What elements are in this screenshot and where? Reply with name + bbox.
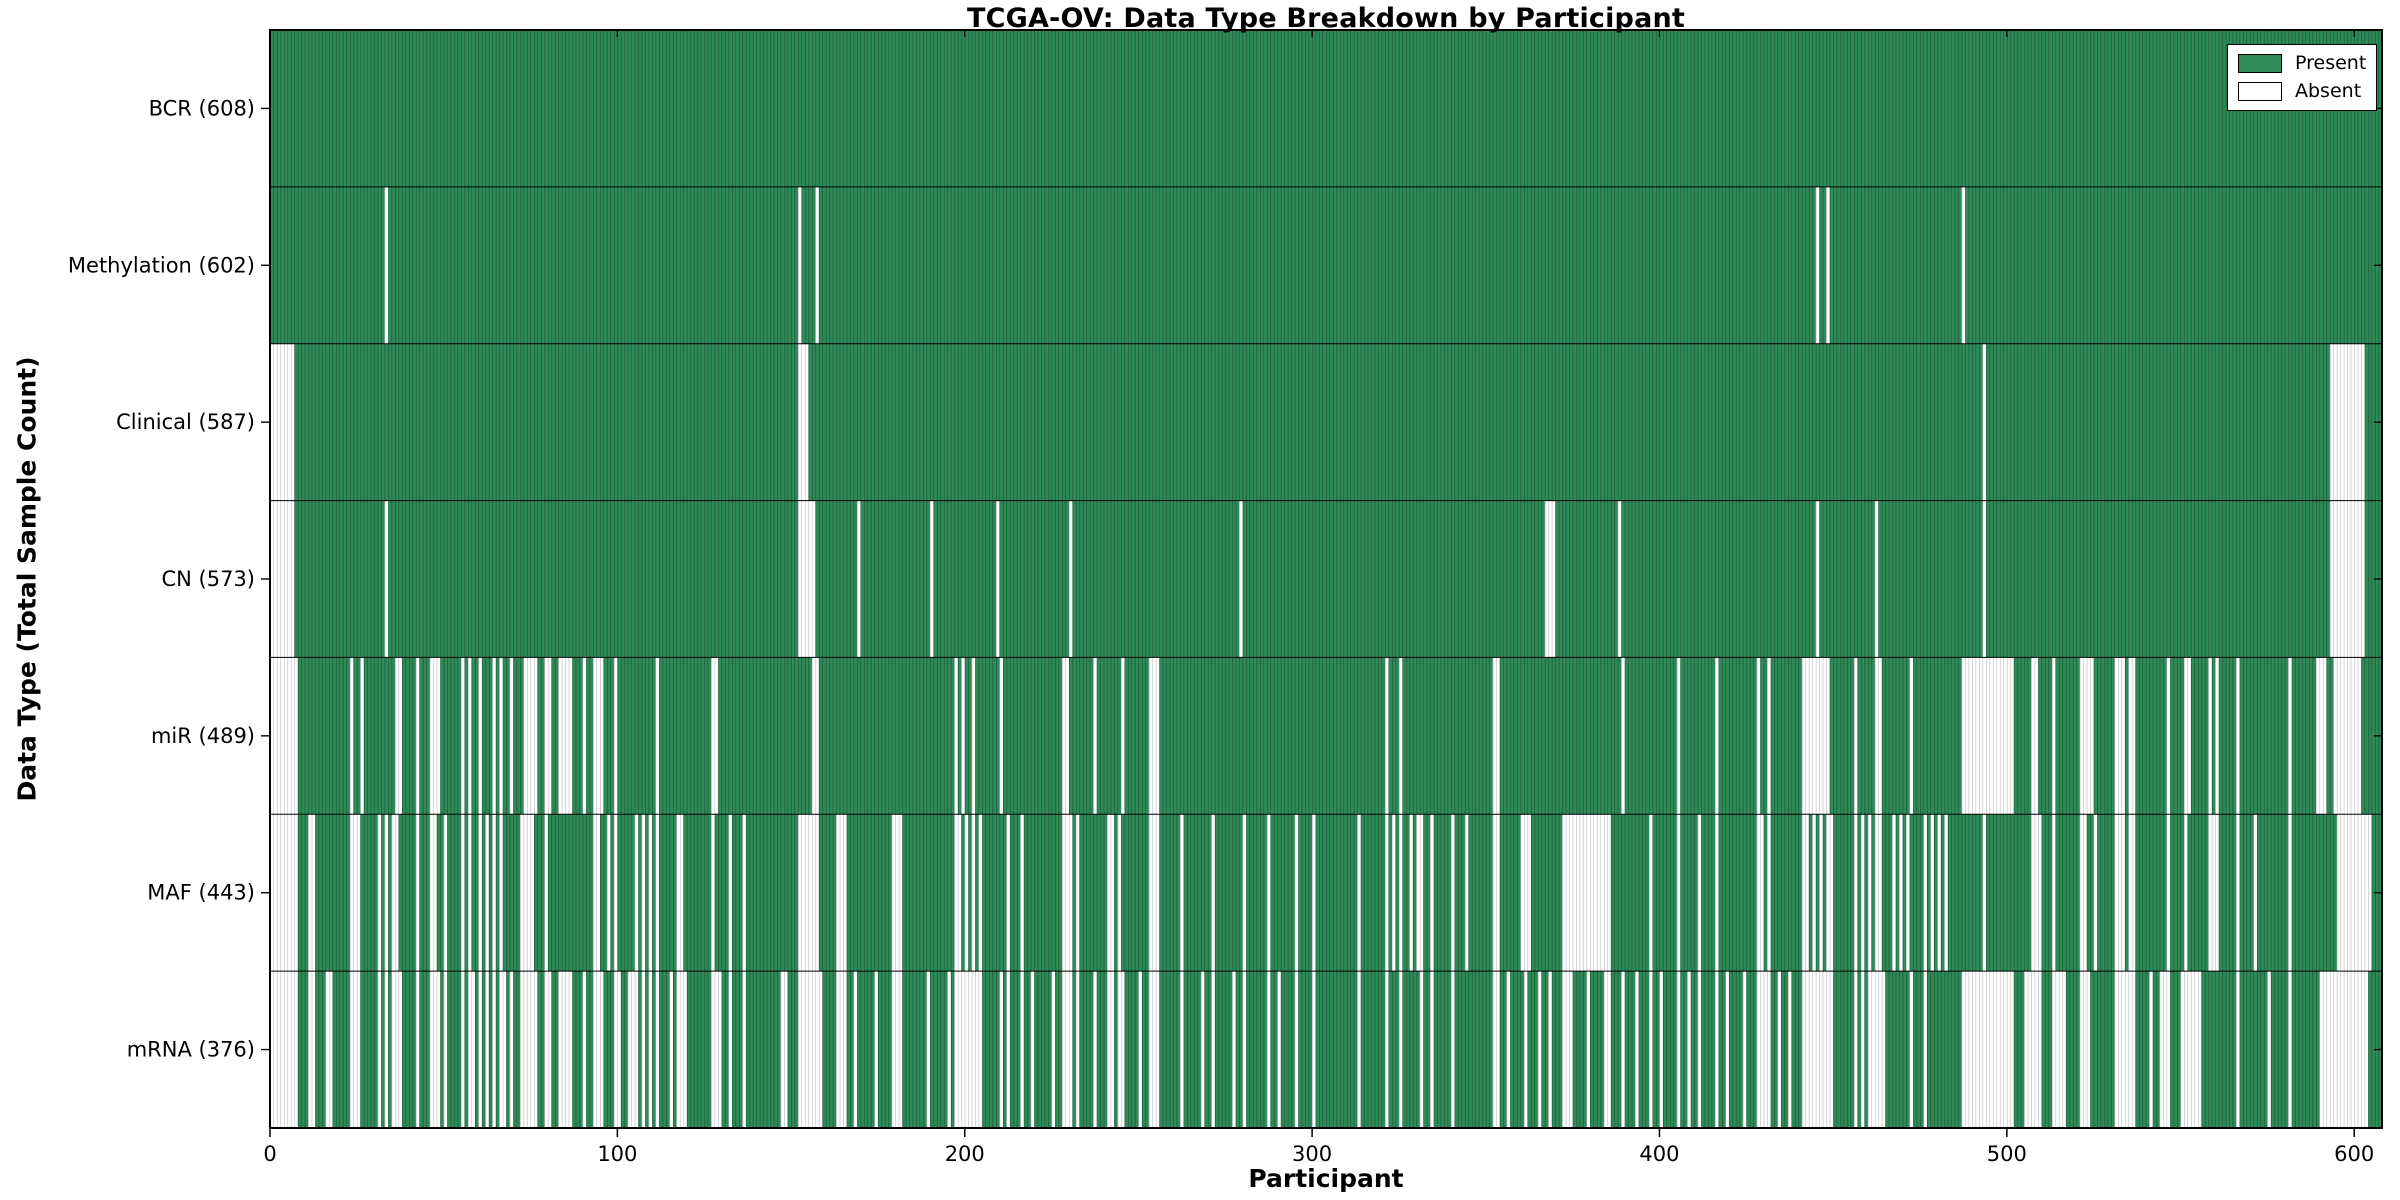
legend-entry-absent: Absent [2238,82,2366,101]
y-tick-label: CN (573) [161,567,255,591]
x-tick-label: 300 [1292,1142,1332,1166]
legend-entry-present: Present [2238,54,2366,73]
legend-present-swatch [2238,54,2282,73]
row-band-mRNA [270,971,2382,1128]
x-tick-label: 400 [1639,1142,1679,1166]
y-tick-label: Clinical (587) [116,410,255,434]
y-tick-label: BCR (608) [149,96,255,120]
x-tick-label: 200 [945,1142,985,1166]
row-band-Clinical [270,343,2382,501]
y-tick-label: MAF (443) [147,881,255,905]
x-tick-label: 100 [597,1142,637,1166]
row-band-BCR [270,30,2382,187]
x-tick-label: 0 [263,1142,276,1166]
y-axis-label: Data Type (Total Sample Count) [12,356,42,802]
x-axis-label: Participant [1248,1164,1404,1193]
chart-title: TCGA-OV: Data Type Breakdown by Particip… [966,3,1686,34]
row-band-MAF [270,814,2382,972]
legend: Present Absent [2227,44,2377,111]
y-tick-label: mRNA (376) [127,1038,255,1062]
x-tick-label: 600 [2334,1142,2374,1166]
row-band-miR [270,657,2382,815]
y-tick-label: Methylation (602) [68,253,255,277]
legend-absent-swatch [2238,82,2282,101]
legend-absent-label: Absent [2295,80,2362,102]
legend-present-label: Present [2295,52,2367,74]
row-band-CN [270,500,2382,658]
y-tick-label: miR (489) [151,724,255,748]
x-tick-label: 500 [1987,1142,2027,1166]
row-band-Methylation [270,186,2382,344]
